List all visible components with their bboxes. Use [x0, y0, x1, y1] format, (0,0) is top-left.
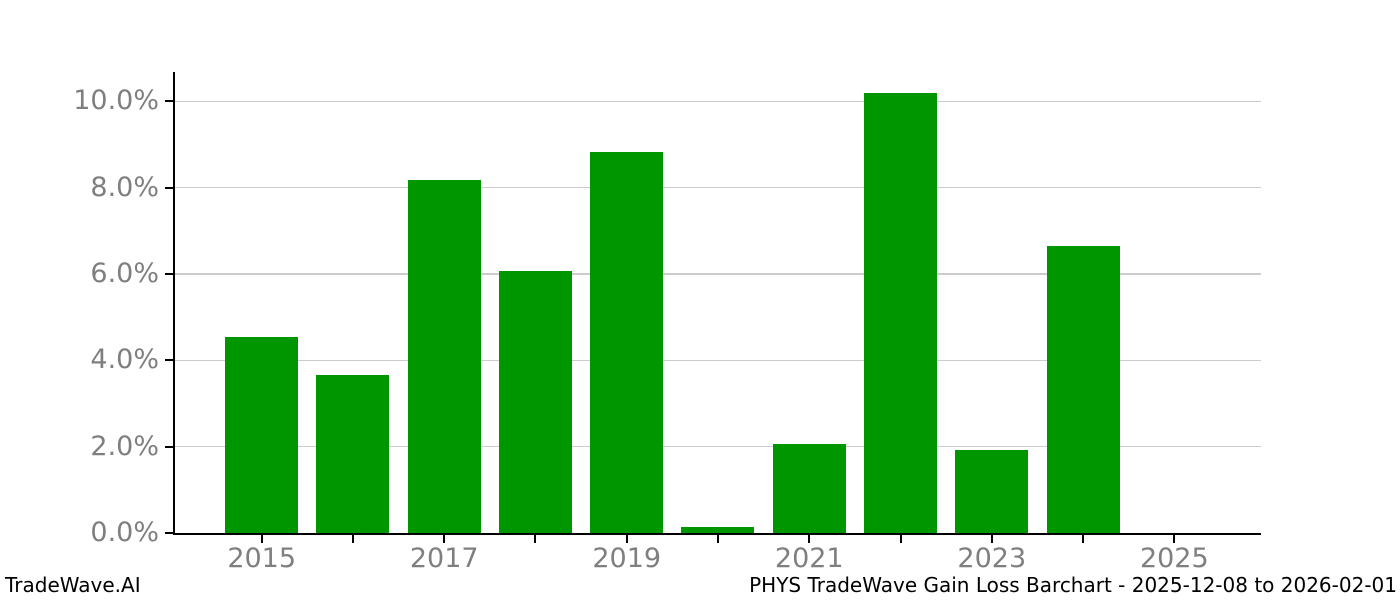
x-tick-2018: [534, 535, 537, 543]
bar-2020: [681, 527, 755, 533]
y-tick-6: [165, 273, 173, 276]
bar-2018: [498, 270, 572, 533]
y-gridline-4: [175, 359, 1261, 362]
y-tick-label-10: 10.0%: [73, 85, 159, 117]
x-tick-label-2017: 2017: [409, 543, 479, 574]
x-tick-label-2021: 2021: [774, 543, 844, 574]
bar-2015: [225, 337, 299, 533]
bar-2024: [1046, 245, 1120, 533]
x-tick-2023: [990, 535, 993, 543]
x-tick-2020: [717, 535, 719, 543]
bar-2016: [316, 375, 390, 533]
bar-2022: [864, 93, 938, 533]
x-tick-label-2019: 2019: [592, 543, 662, 574]
y-tick-label-8: 8.0%: [90, 171, 159, 203]
y-gridline-2: [175, 445, 1261, 448]
y-gridline-6: [175, 273, 1261, 275]
y-tick-2: [165, 445, 173, 448]
x-tick-2017: [443, 535, 446, 543]
x-tick-2022: [899, 535, 902, 543]
footer-brand: TradeWave.AI: [5, 573, 141, 597]
bar-2017: [407, 180, 481, 533]
x-tick-2016: [351, 535, 354, 543]
plot-area: 0.0% 2.0% 4.0% 6.0% 8.0% 10.0% 2015 2017 2019 202…: [73, 72, 1261, 573]
y-tick-10: [165, 100, 173, 103]
y-tick-label-0: 0.0%: [90, 517, 159, 548]
y-tick-label-2: 2.0%: [90, 430, 159, 462]
y-tick-label-6: 6.0%: [90, 258, 159, 289]
y-tick-0: [165, 532, 173, 534]
y-axis-spine: [173, 72, 175, 533]
y-tick-label-4: 4.0%: [90, 344, 159, 376]
x-tick-2021: [808, 535, 811, 543]
bar-2019: [590, 151, 664, 533]
x-tick-2019: [625, 535, 628, 543]
x-tick-2015: [260, 535, 263, 543]
x-tick-2024: [1082, 535, 1085, 543]
y-gridline-10: [175, 100, 1261, 103]
x-tick-label-2015: 2015: [227, 543, 297, 574]
chart-title: PHYS TradeWave Gain Loss Barchart - 2025…: [749, 573, 1397, 597]
y-tick-8: [165, 186, 173, 189]
x-tick-2025: [1173, 535, 1176, 543]
bar-2023: [955, 449, 1029, 533]
bar-2021: [772, 443, 846, 533]
y-tick-4: [165, 359, 173, 362]
y-gridline-8: [175, 186, 1261, 189]
x-axis-spine: [173, 533, 1261, 535]
x-tick-label-2023: 2023: [957, 543, 1027, 574]
x-tick-label-2025: 2025: [1139, 543, 1209, 574]
